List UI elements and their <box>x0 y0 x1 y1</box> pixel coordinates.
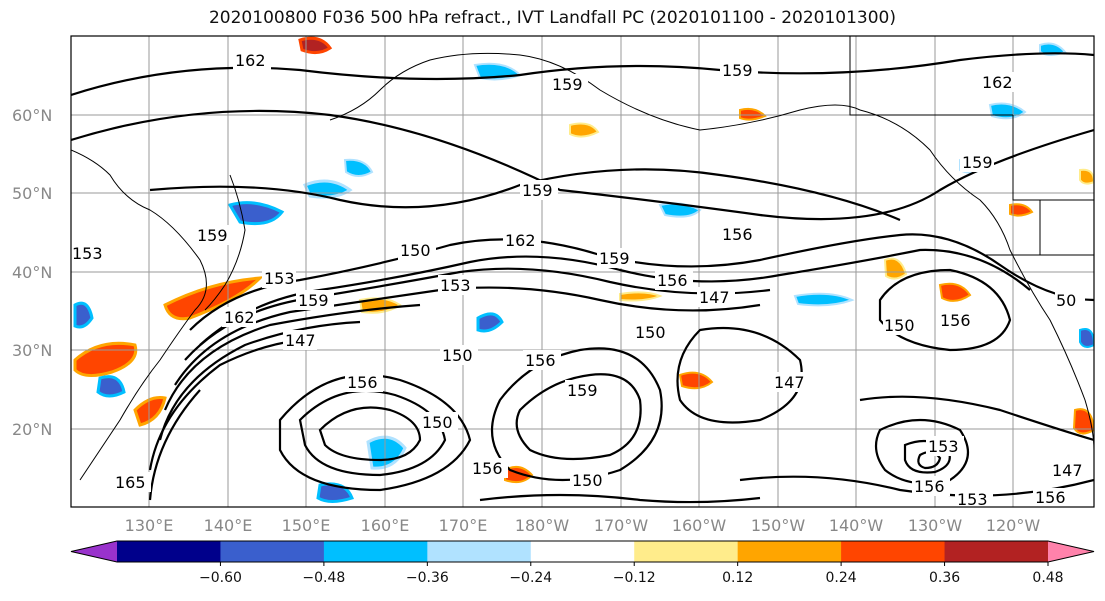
contour-label: 159 <box>567 381 598 400</box>
contour-label: 156 <box>472 459 503 478</box>
contour-label: 159 <box>552 75 583 94</box>
colorbar-segment <box>737 541 842 562</box>
lon-label: 140°E <box>204 516 253 535</box>
colorbar-tick-label: −0.48 <box>302 570 345 586</box>
colorbar-tick-label: 0.48 <box>1032 570 1063 586</box>
contour-label: 159 <box>599 249 630 268</box>
contour-label: 153 <box>957 490 988 509</box>
contour-label: 147 <box>285 331 316 350</box>
lat-label: 20°N <box>12 420 52 439</box>
contour-label: 159 <box>962 153 993 172</box>
contour-label: 153 <box>264 269 295 288</box>
lat-label: 60°N <box>12 106 52 125</box>
contour-label: 153 <box>928 437 959 456</box>
colorbar-tick-label: 0.36 <box>929 570 960 586</box>
contour-label: 50 <box>1056 291 1076 310</box>
colorbar-segment <box>323 541 428 562</box>
contour-label: 156 <box>914 477 945 496</box>
contour-label: 162 <box>224 308 255 327</box>
contour-label: 159 <box>722 61 753 80</box>
latitude-labels: 60°N 50°N 40°N 30°N 20°N <box>12 106 52 439</box>
contour-label: 159 <box>197 226 228 245</box>
coastlines <box>71 36 1094 481</box>
colorbar-extend-high <box>1048 541 1094 562</box>
contour-label: 150 <box>442 346 473 365</box>
colorbar-tick-label: 0.12 <box>722 570 753 586</box>
lon-label: 120°W <box>986 516 1041 535</box>
contour-label: 156 <box>940 311 971 330</box>
colorbar-tick-label: 0.24 <box>826 570 857 586</box>
colorbar-segment <box>944 541 1049 562</box>
colorbar-segment <box>841 541 946 562</box>
colorbar-segment <box>530 541 635 562</box>
map-border <box>70 35 1095 508</box>
contour-label: 153 <box>440 276 471 295</box>
lon-label: 130°E <box>125 516 174 535</box>
colorbar-segment <box>220 541 325 562</box>
colorbar: −0.60 −0.48 −0.36 −0.24 −0.12 0.12 0.24 0.36 0.4… <box>70 540 1095 586</box>
colorbar-tick-label: −0.24 <box>509 570 552 586</box>
contour-label: 150 <box>400 241 431 260</box>
contour-label: 162 <box>982 73 1013 92</box>
contour-label: 159 <box>522 181 553 200</box>
contour-label: 156 <box>657 271 688 290</box>
colorbar-tick-label: −0.60 <box>199 570 242 586</box>
colorbar-segment <box>117 541 221 562</box>
contour-label: 153 <box>72 244 103 263</box>
lon-label: 160°W <box>672 516 727 535</box>
colorbar-tick-label: −0.36 <box>406 570 449 586</box>
lon-label: 130°W <box>908 516 963 535</box>
lon-label: 150°W <box>751 516 806 535</box>
contour-label: 150 <box>635 323 666 342</box>
lon-label: 180°W <box>515 516 570 535</box>
contour-label: 162 <box>235 51 266 70</box>
lat-label: 40°N <box>12 263 52 282</box>
contour-label: 147 <box>1052 461 1083 480</box>
lon-label: 170°W <box>594 516 649 535</box>
contour-label: 147 <box>699 288 730 307</box>
contour-label: 156 <box>525 351 556 370</box>
contour-label: 147 <box>774 373 805 392</box>
lon-label: 170°E <box>439 516 488 535</box>
colorbar-outline <box>70 540 1095 563</box>
colorbar-extend-low <box>71 541 117 562</box>
contour-label: 162 <box>505 231 536 250</box>
contour-label: 150 <box>572 471 603 490</box>
contour-label: 165 <box>115 473 146 492</box>
contour-label: 150 <box>422 413 453 432</box>
contour-label: 156 <box>1035 488 1066 507</box>
lon-label: 150°E <box>282 516 331 535</box>
contour-label: 156 <box>722 225 753 244</box>
lat-label: 30°N <box>12 341 52 360</box>
colorbar-segment <box>634 541 739 562</box>
contour-label: 156 <box>347 373 378 392</box>
contour-label: 150 <box>884 316 915 335</box>
colorbar-tick-label: −0.12 <box>613 570 656 586</box>
colorbar-segment <box>427 541 532 562</box>
contour-label: 159 <box>298 291 329 310</box>
lat-label: 50°N <box>12 184 52 203</box>
lon-label: 140°W <box>829 516 884 535</box>
lon-label: 160°E <box>361 516 410 535</box>
longitude-labels: 130°E 140°E 150°E 160°E 170°E 180°W 170°… <box>125 516 1041 535</box>
contour-labels: 162 159 159 162 159 159 159 153 153 150 … <box>71 50 1088 509</box>
map-title: 2020100800 F036 500 hPa refract., IVT La… <box>208 8 896 28</box>
